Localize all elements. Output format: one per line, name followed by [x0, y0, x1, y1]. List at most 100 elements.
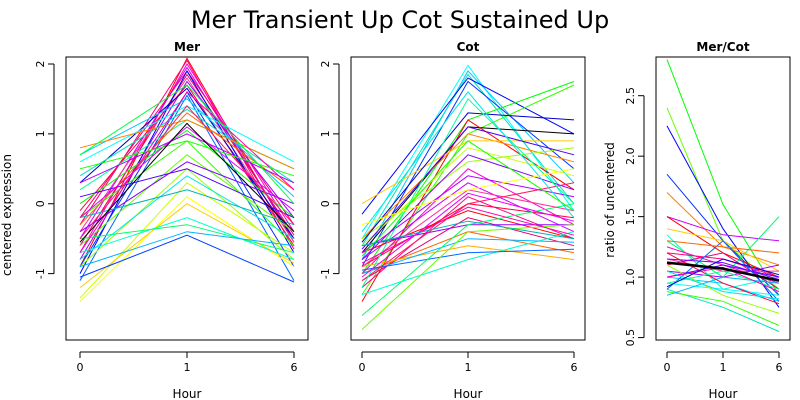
series-line-2 [79, 63, 295, 253]
series-line-30 [666, 261, 780, 282]
series-line-36 [361, 168, 575, 226]
series-line-2 [666, 125, 780, 308]
series-line-39 [361, 220, 575, 247]
series-line-5 [361, 81, 575, 274]
plot-frame [350, 56, 586, 341]
plot-frame [655, 56, 791, 341]
series-line-6 [79, 77, 295, 243]
x-tick-label: 6 [291, 361, 298, 374]
series-line-22 [361, 238, 575, 275]
series-line-27 [666, 258, 780, 280]
series-line-33 [79, 126, 295, 219]
series-line-5 [79, 73, 295, 246]
series-line-33 [361, 98, 575, 288]
series-line-39 [79, 189, 295, 226]
series-lines [666, 59, 780, 332]
y-axis: 0.5 1.0 1.5 2.0 2.5 [624, 87, 645, 347]
series-line-0 [361, 64, 575, 239]
series-line-15 [79, 108, 295, 184]
series-line-38 [361, 192, 575, 278]
x-axis: 0 1 6 [77, 351, 298, 374]
series-line-4 [79, 70, 295, 225]
y-tick-label: 0 [34, 200, 47, 207]
series-line-19 [79, 154, 295, 247]
series-line-37 [361, 206, 575, 264]
x-axis-label: Hour [709, 387, 738, 400]
x-axis-label: Hour [454, 387, 483, 400]
series-line-16 [666, 282, 780, 296]
x-tick-label: 0 [664, 361, 671, 374]
series-line-21 [666, 264, 780, 278]
x-axis: 0 1 6 [664, 351, 783, 374]
y-tick-label: 2 [34, 60, 47, 67]
y-tick-label: 2.0 [624, 147, 637, 165]
series-line-31 [361, 112, 575, 243]
panel-ratio: Mer/Cot 0 1 6 0.5 1.0 1.5 2.0 2.5 Hour ratio o… [603, 40, 791, 400]
series-line-35 [79, 105, 295, 240]
x-tick-label: 6 [571, 361, 578, 374]
panel-title: Mer/Cot [696, 40, 749, 54]
series-line-24 [361, 203, 575, 316]
series-line-20 [361, 245, 575, 268]
y-tick-label: -1 [34, 268, 47, 279]
series-line-0 [666, 59, 780, 296]
series-lines [361, 64, 575, 330]
series-line-38 [79, 175, 295, 260]
series-line-11 [79, 94, 295, 281]
series-line-5 [666, 216, 780, 242]
series-line-32 [79, 133, 295, 184]
y-tick-label: 2 [319, 60, 332, 67]
panel-title: Cot [457, 40, 480, 54]
series-line-13 [361, 182, 575, 261]
series-line-34 [79, 91, 295, 253]
y-tick-label: -1 [319, 268, 332, 279]
series-line-24 [79, 119, 295, 170]
panel-mer: Mer 0 1 6 -1 0 1 2 Hour centered expression [0, 40, 309, 400]
series-lines [79, 57, 295, 302]
y-tick-label: 2.5 [624, 87, 637, 105]
series-line-4 [361, 80, 575, 267]
y-tick-label: 0 [319, 200, 332, 207]
x-axis: 0 1 6 [359, 351, 578, 374]
series-line-21 [79, 182, 295, 299]
series-line-1 [79, 59, 295, 250]
y-tick-label: 0.5 [624, 329, 637, 347]
y-axis-label: centered expression [0, 154, 14, 276]
y-axis-label: ratio of uncentered [603, 142, 617, 257]
x-tick-label: 1 [184, 361, 191, 374]
series-line-26 [79, 217, 295, 261]
series-line-28 [79, 231, 295, 268]
y-axis: -1 0 1 2 [34, 60, 55, 279]
x-axis-label: Hour [173, 387, 202, 400]
series-line-32 [361, 126, 575, 250]
panel-title: Mer [174, 40, 200, 54]
y-tick-label: 1 [34, 130, 47, 137]
series-line-29 [666, 258, 780, 288]
x-tick-label: 0 [77, 361, 84, 374]
series-line-17 [79, 129, 295, 219]
series-line-12 [79, 87, 295, 239]
series-line-23 [361, 248, 575, 271]
series-line-7 [79, 80, 295, 260]
x-tick-label: 6 [776, 361, 783, 374]
figure-title: Mer Transient Up Cot Sustained Up [191, 6, 609, 34]
x-tick-label: 0 [359, 361, 366, 374]
y-tick-label: 1.0 [624, 268, 637, 286]
series-line-3 [361, 77, 575, 215]
series-line-2 [361, 73, 575, 246]
series-line-30 [361, 182, 575, 282]
panel-cot: Cot 0 1 6 -1 0 1 2 Hour [319, 40, 586, 400]
plot-frame [65, 56, 309, 341]
series-line-40 [79, 122, 295, 243]
x-tick-label: 1 [720, 361, 727, 374]
series-line-35 [361, 140, 575, 257]
series-line-18 [666, 291, 780, 326]
series-line-37 [79, 84, 295, 205]
series-line-36 [79, 140, 295, 177]
series-line-9 [79, 69, 295, 274]
series-line-27 [79, 224, 295, 254]
y-axis: -1 0 1 2 [319, 60, 340, 279]
x-tick-label: 1 [465, 361, 472, 374]
y-tick-label: 1.5 [624, 208, 637, 226]
